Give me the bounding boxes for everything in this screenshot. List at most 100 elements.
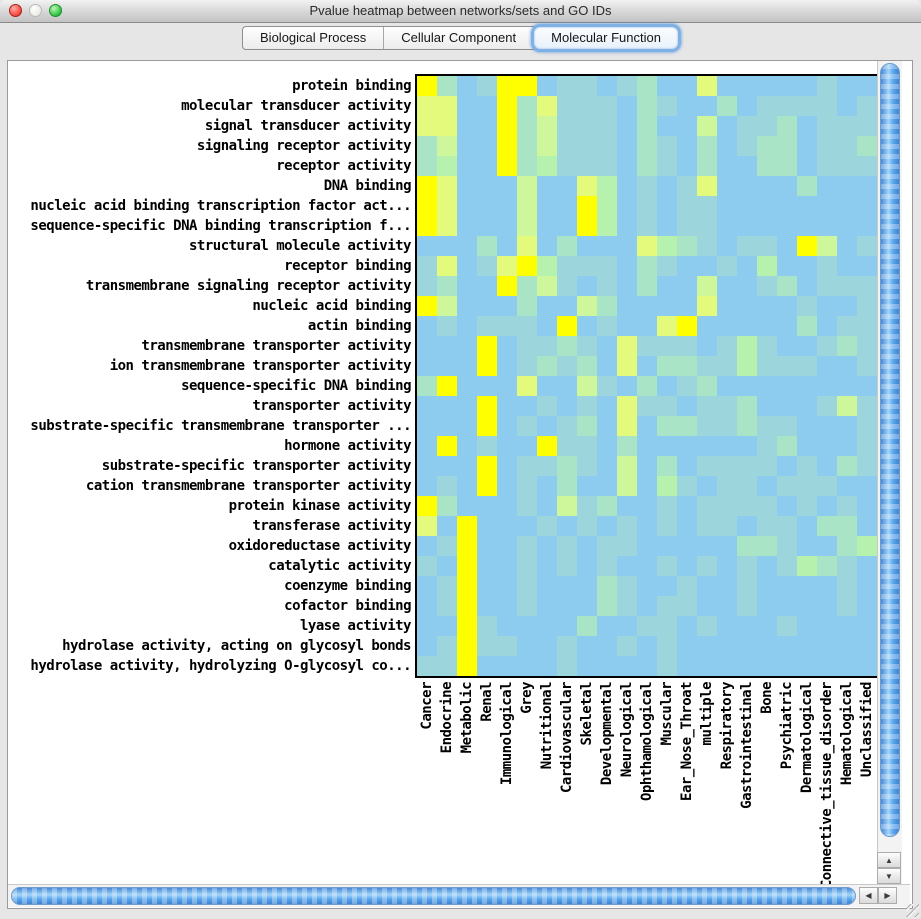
- vertical-scrollbar[interactable]: [877, 61, 902, 884]
- heatmap-cell: [797, 536, 817, 556]
- resize-grip[interactable]: [906, 904, 919, 917]
- heatmap-cell: [717, 536, 737, 556]
- heatmap-cell: [457, 376, 477, 396]
- heatmap-cell: [857, 456, 877, 476]
- heatmap-cell: [577, 416, 597, 436]
- heatmap-cell: [537, 636, 557, 656]
- heatmap-cell: [517, 536, 537, 556]
- heatmap-cell: [577, 96, 597, 116]
- heatmap-cell: [757, 656, 777, 676]
- heatmap-cell: [617, 476, 637, 496]
- heatmap-cell: [837, 476, 857, 496]
- row-label: substrate-specific transporter activity: [101, 458, 412, 474]
- heatmap-cell: [597, 496, 617, 516]
- heatmap-cell: [537, 376, 557, 396]
- heatmap-cell: [757, 436, 777, 456]
- heatmap-cell: [457, 476, 477, 496]
- tab-molecular-function[interactable]: Molecular Function: [531, 24, 681, 52]
- heatmap-cell: [657, 336, 677, 356]
- heatmap-cell: [717, 656, 737, 676]
- heatmap-cell: [457, 136, 477, 156]
- heatmap-cell: [437, 436, 457, 456]
- heatmap-cell: [417, 556, 437, 576]
- content-panel: protein binding molecular transducer acti…: [7, 60, 913, 909]
- heatmap-cell: [437, 156, 457, 176]
- heatmap-cell: [637, 296, 657, 316]
- heatmap-cell: [697, 576, 717, 596]
- scroll-right-button[interactable]: ▶: [878, 887, 897, 904]
- heatmap-cell: [797, 136, 817, 156]
- heatmap-row-labels: protein binding molecular transducer acti…: [12, 76, 411, 676]
- heatmap-cell: [557, 416, 577, 436]
- scroll-left-button[interactable]: ◀: [859, 887, 878, 904]
- heatmap-cell: [537, 256, 557, 276]
- heatmap-cell: [857, 576, 877, 596]
- heatmap-cell: [717, 596, 737, 616]
- heatmap-cell: [457, 636, 477, 656]
- tab-biological-process[interactable]: Biological Process: [243, 27, 385, 49]
- minimize-button[interactable]: [29, 4, 42, 17]
- heatmap-cell: [697, 456, 717, 476]
- title-bar: Pvalue heatmap between networks/sets and…: [0, 0, 921, 23]
- heatmap-cell: [437, 136, 457, 156]
- heatmap-cell: [497, 636, 517, 656]
- heatmap-cell: [777, 196, 797, 216]
- vertical-scrollbar-thumb[interactable]: [880, 63, 900, 837]
- heatmap-cell: [597, 356, 617, 376]
- tab-cellular-component[interactable]: Cellular Component: [384, 27, 535, 49]
- heatmap-cell: [617, 396, 637, 416]
- heatmap-cell: [717, 456, 737, 476]
- horizontal-scrollbar-thumb[interactable]: [11, 887, 856, 905]
- heatmap-cell: [537, 356, 557, 376]
- row-label: catalytic activity: [268, 558, 411, 574]
- heatmap-cell: [477, 276, 497, 296]
- heatmap-cell: [837, 536, 857, 556]
- heatmap-cell: [757, 316, 777, 336]
- heatmap-cell: [757, 276, 777, 296]
- heatmap-cell: [517, 476, 537, 496]
- heatmap-cell: [677, 216, 697, 236]
- heatmap-cell: [517, 296, 537, 316]
- heatmap-cell: [597, 216, 617, 236]
- heatmap-cell: [717, 396, 737, 416]
- heatmap-cell: [497, 556, 517, 576]
- heatmap-cell: [637, 516, 657, 536]
- heatmap-cell: [557, 436, 577, 456]
- heatmap-cell: [677, 356, 697, 376]
- column-label: Neurological: [619, 682, 635, 778]
- heatmap-cell: [437, 256, 457, 276]
- heatmap-cell: [517, 616, 537, 636]
- heatmap-cell: [517, 556, 537, 576]
- heatmap-cell: [597, 476, 617, 496]
- heatmap-cell: [677, 616, 697, 636]
- heatmap-cell: [717, 176, 737, 196]
- zoom-button[interactable]: [49, 4, 62, 17]
- horizontal-scrollbar[interactable]: ◀ ▶: [8, 884, 910, 907]
- heatmap-cell: [557, 176, 577, 196]
- heatmap-cell: [637, 256, 657, 276]
- heatmap-cell: [577, 376, 597, 396]
- heatmap-cell: [677, 516, 697, 536]
- heatmap-cell: [597, 636, 617, 656]
- scroll-up-button[interactable]: ▲: [877, 852, 901, 868]
- heatmap-cell: [437, 556, 457, 576]
- heatmap-cell: [757, 96, 777, 116]
- column-label: multiple: [699, 682, 715, 746]
- heatmap-cell: [577, 616, 597, 636]
- heatmap-cell: [817, 496, 837, 516]
- heatmap-cell: [817, 116, 837, 136]
- heatmap-cell: [577, 196, 597, 216]
- close-button[interactable]: [9, 4, 22, 17]
- heatmap-cell: [557, 636, 577, 656]
- scroll-down-button[interactable]: ▼: [877, 868, 901, 884]
- heatmap-cell: [657, 576, 677, 596]
- heatmap-cell: [777, 436, 797, 456]
- column-label: Dermatological: [799, 682, 815, 794]
- heatmap-cell: [697, 656, 717, 676]
- heatmap-cell: [657, 596, 677, 616]
- heatmap-cell: [537, 576, 557, 596]
- heatmap-cell: [857, 496, 877, 516]
- heatmap-cell: [797, 416, 817, 436]
- heatmap-cell: [737, 296, 757, 316]
- heatmap-cell: [637, 216, 657, 236]
